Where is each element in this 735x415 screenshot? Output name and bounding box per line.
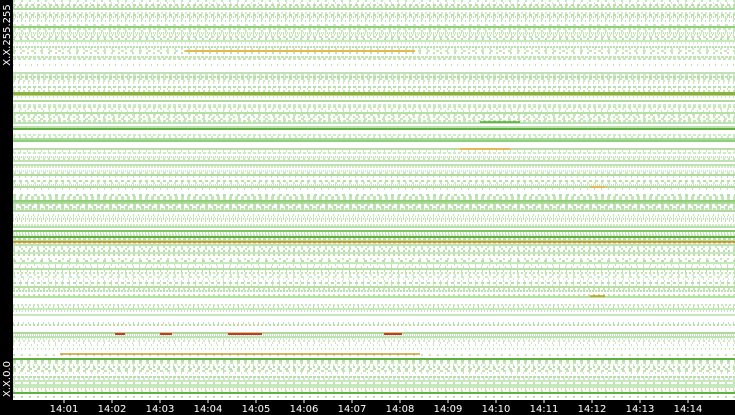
x-tick-label: 14:03 bbox=[146, 404, 175, 415]
x-axis-bar bbox=[0, 400, 735, 415]
x-tick-label: 14:01 bbox=[50, 404, 79, 415]
x-tick-label: 14:08 bbox=[386, 404, 415, 415]
x-tick-label: 14:09 bbox=[434, 404, 463, 415]
x-tick-label: 14:10 bbox=[482, 404, 511, 415]
x-tick-label: 14:06 bbox=[290, 404, 319, 415]
x-tick-label: 14:05 bbox=[242, 404, 271, 415]
x-tick-label: 14:07 bbox=[338, 404, 367, 415]
x-tick-label: 14:14 bbox=[674, 404, 703, 415]
x-tick-label: 14:13 bbox=[626, 404, 655, 415]
y-axis-bar bbox=[0, 0, 13, 415]
y-bottom-label: X.X.0.0 bbox=[2, 361, 13, 397]
x-tick-label: 14:02 bbox=[98, 404, 127, 415]
x-tick-label: 14:04 bbox=[194, 404, 223, 415]
x-tick-label: 14:12 bbox=[578, 404, 607, 415]
x-tick-label: 14:11 bbox=[530, 404, 559, 415]
y-top-label: X.X.255.255 bbox=[2, 4, 13, 65]
activity-texture bbox=[13, 0, 735, 398]
